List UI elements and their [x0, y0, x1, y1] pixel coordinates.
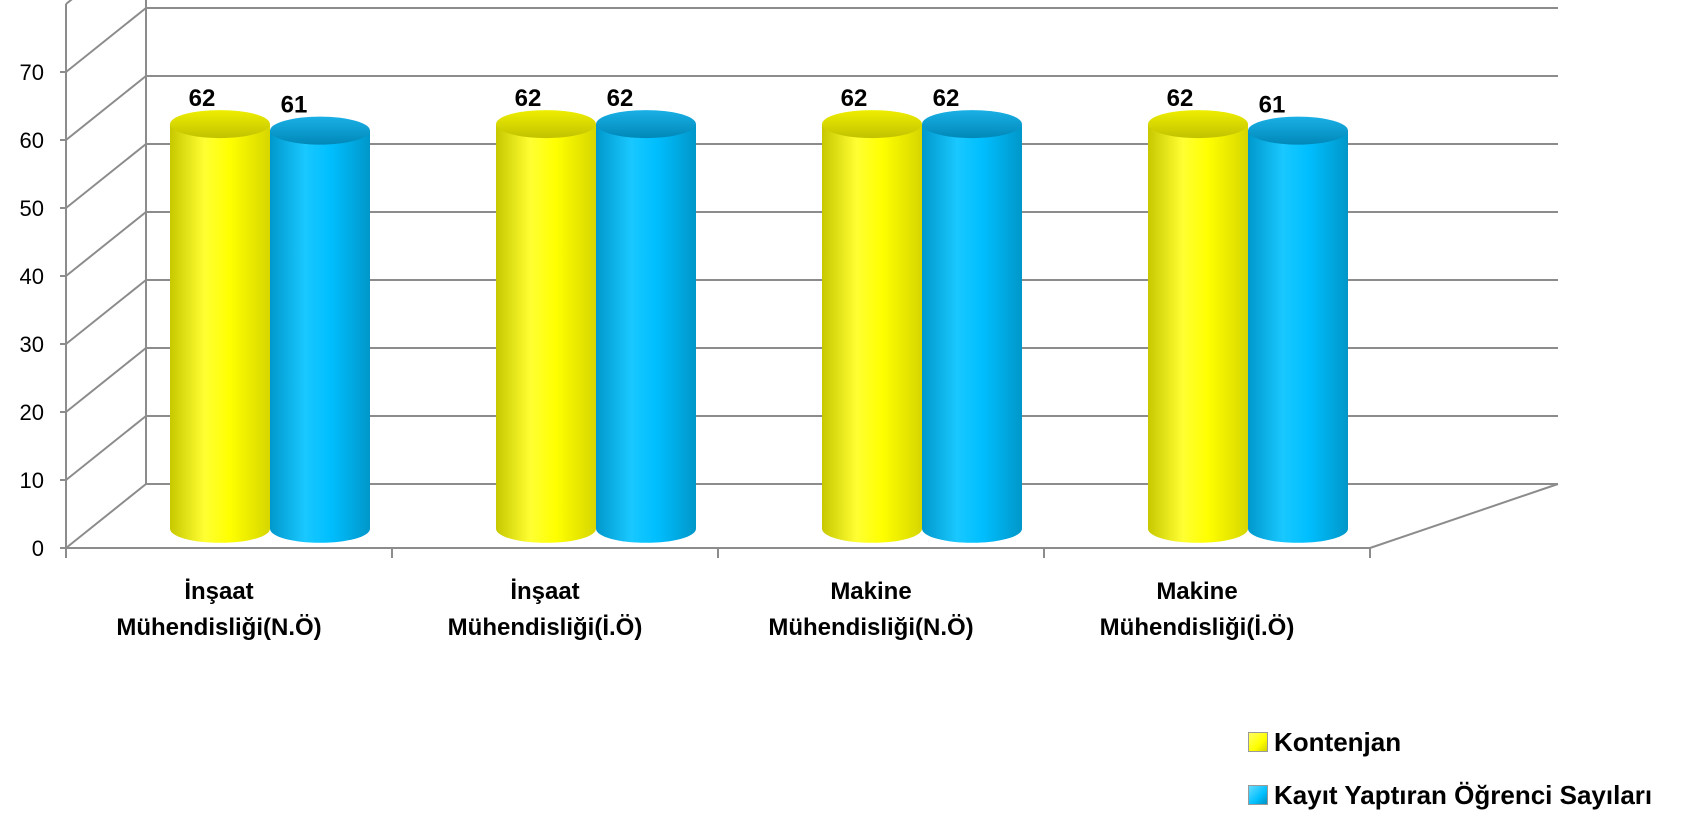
- data-label: 62: [841, 85, 868, 112]
- floor-edge: [1369, 483, 1559, 549]
- data-label: 61: [1259, 92, 1286, 119]
- side-wall-line: [65, 415, 147, 481]
- data-label: 61: [281, 92, 308, 119]
- y-axis-tick-labels: 0 10 20 30 40 50 60 70: [20, 60, 44, 561]
- y-tick-label: 60: [20, 128, 44, 153]
- side-wall-line: [65, 7, 147, 73]
- category-label: İnşaat Mühendisliği(İ.Ö): [448, 578, 643, 641]
- bar-kayit-4: [1248, 116, 1348, 543]
- y-tick-label: 30: [20, 332, 44, 357]
- y-tick-label: 70: [20, 60, 44, 85]
- side-wall-line: [65, 211, 147, 277]
- legend-swatch-yellow: [1248, 732, 1268, 752]
- y-tick-label: 10: [20, 468, 44, 493]
- legend: Kontenjan Kayıt Yaptıran Öğrenci Sayılar…: [1248, 726, 1653, 834]
- bar-kontenjan-4: [1148, 110, 1248, 543]
- bar-kontenjan-3: [822, 110, 922, 543]
- side-wall-line: [65, 143, 147, 209]
- legend-item-kontenjan: Kontenjan: [1248, 726, 1652, 757]
- category-label: Makine Mühendisliği(İ.Ö): [1100, 578, 1295, 641]
- axes: [60, 0, 1559, 558]
- bar-kayit-2: [596, 110, 696, 543]
- side-wall-line: [65, 483, 147, 549]
- bar-kayit-3: [922, 110, 1022, 543]
- legend-label: Kayıt Yaptıran Öğrenci Sayıları: [1274, 779, 1653, 810]
- y-tick-label: 50: [20, 196, 44, 221]
- side-wall-line: [65, 347, 147, 413]
- bar-kayit-1: [270, 116, 370, 543]
- side-wall-line: [65, 279, 147, 345]
- legend-item-kayit: Kayıt Yaptıran Öğrenci Sayıları: [1248, 779, 1653, 810]
- data-label: 62: [189, 85, 216, 112]
- y-tick-label: 0: [32, 536, 44, 561]
- side-wall-line: [65, 0, 73, 5]
- category-label: Makine Mühendisliği(N.Ö): [768, 578, 973, 641]
- side-wall-line: [65, 75, 147, 141]
- data-label: 62: [515, 85, 542, 112]
- bar-chart: 0 10 20 30 40 50 60 70 62 61 62 62 62 62 62 61 İnşaat M…: [20, 0, 1559, 641]
- legend-swatch-blue: [1248, 785, 1268, 805]
- bar-kontenjan-1: [170, 110, 270, 543]
- data-label: 62: [607, 85, 634, 112]
- y-tick-label: 20: [20, 400, 44, 425]
- data-label: 62: [933, 85, 960, 112]
- data-label: 62: [1167, 85, 1194, 112]
- category-label: İnşaat Mühendisliği(N.Ö): [116, 578, 321, 641]
- y-tick-label: 40: [20, 264, 44, 289]
- data-labels: 62 61 62 62 62 62 62 61: [189, 85, 1286, 119]
- bars: [170, 110, 1348, 543]
- category-labels: İnşaat Mühendisliği(N.Ö) İnşaat Mühendisliğ…: [116, 578, 1294, 641]
- legend-label: Kontenjan: [1274, 726, 1402, 757]
- bar-kontenjan-2: [496, 110, 596, 543]
